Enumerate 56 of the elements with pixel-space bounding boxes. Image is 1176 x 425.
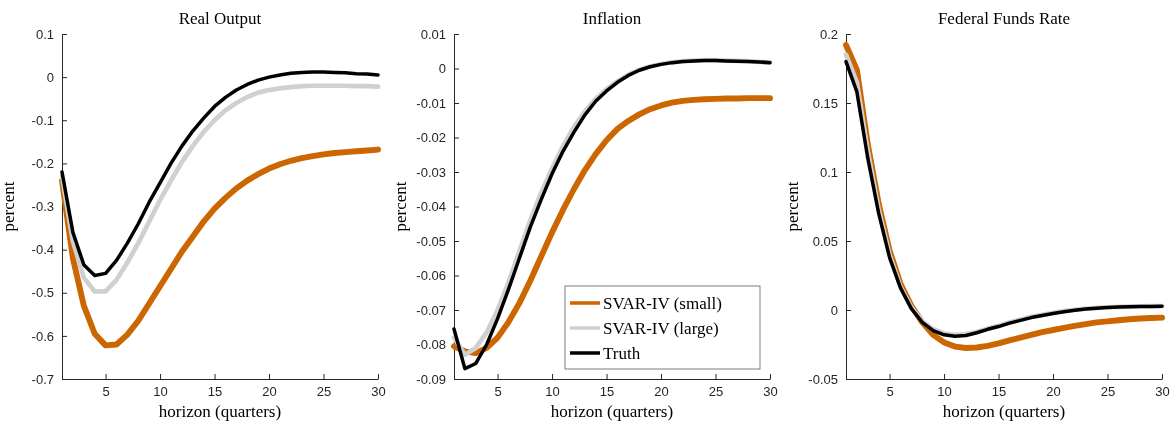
y-tick-label: 0.05: [812, 233, 838, 249]
y-tick-label: -0.06: [416, 268, 446, 284]
x-tick-label: 25: [1100, 384, 1116, 400]
legend-label: SVAR-IV (large): [603, 319, 719, 338]
x-tick-label: 5: [102, 384, 110, 400]
y-tick-label: -0.07: [416, 302, 446, 318]
x-tick-label: 20: [262, 384, 277, 400]
y-tick-label: -0.3: [31, 199, 54, 215]
chart-title: Inflation: [582, 9, 642, 28]
y-tick-label: 0.2: [819, 26, 838, 42]
x-tick-label: 25: [316, 384, 332, 400]
y-tick-label: -0.1: [31, 112, 54, 128]
y-tick-label: 0: [46, 69, 54, 85]
y-tick-label: -0.4: [31, 242, 54, 258]
y-axis-title: percent: [391, 181, 410, 232]
x-tick-label: 20: [1046, 384, 1061, 400]
x-tick-label: 10: [545, 384, 560, 400]
x-tick-label: 25: [708, 384, 724, 400]
y-tick-label: -0.5: [31, 285, 54, 301]
y-tick-label: -0.05: [416, 233, 446, 249]
chart-title: Real Output: [178, 9, 262, 28]
x-tick-label: 20: [654, 384, 669, 400]
y-axis-title: percent: [0, 181, 18, 232]
y-tick-label: 0: [830, 302, 838, 318]
legend-label: Truth: [603, 344, 641, 363]
x-tick-label: 30: [371, 384, 386, 400]
x-tick-label: 10: [937, 384, 952, 400]
y-tick-label: -0.02: [416, 130, 446, 146]
x-axis-title: horizon (quarters): [158, 402, 282, 421]
x-tick-label: 15: [991, 384, 1007, 400]
y-tick-label: -0.09: [416, 371, 446, 387]
y-tick-label: 0: [438, 61, 446, 77]
x-tick-label: 5: [886, 384, 894, 400]
y-tick-label: 0.1: [35, 26, 54, 42]
y-tick-label: -0.03: [416, 164, 446, 180]
x-axis-title: horizon (quarters): [550, 402, 674, 421]
x-tick-label: 10: [153, 384, 168, 400]
x-tick-label: 5: [494, 384, 502, 400]
x-axis-title: horizon (quarters): [942, 402, 1066, 421]
y-tick-label: -0.04: [416, 199, 446, 215]
x-tick-label: 15: [599, 384, 615, 400]
y-tick-label: -0.05: [808, 371, 838, 387]
x-tick-label: 15: [207, 384, 223, 400]
y-tick-label: -0.2: [31, 156, 54, 172]
legend-label: SVAR-IV (small): [603, 294, 722, 313]
y-tick-label: -0.01: [416, 95, 446, 111]
y-tick-label: 0.15: [812, 95, 838, 111]
y-tick-label: -0.6: [31, 328, 54, 344]
x-tick-label: 30: [763, 384, 778, 400]
x-tick-label: 30: [1155, 384, 1170, 400]
chart-title: Federal Funds Rate: [937, 9, 1071, 28]
y-tick-label: 0.01: [420, 26, 446, 42]
y-tick-label: -0.7: [31, 371, 54, 387]
y-axis-title: percent: [783, 181, 802, 232]
y-tick-label: -0.08: [416, 337, 446, 353]
y-tick-label: 0.1: [819, 164, 838, 180]
